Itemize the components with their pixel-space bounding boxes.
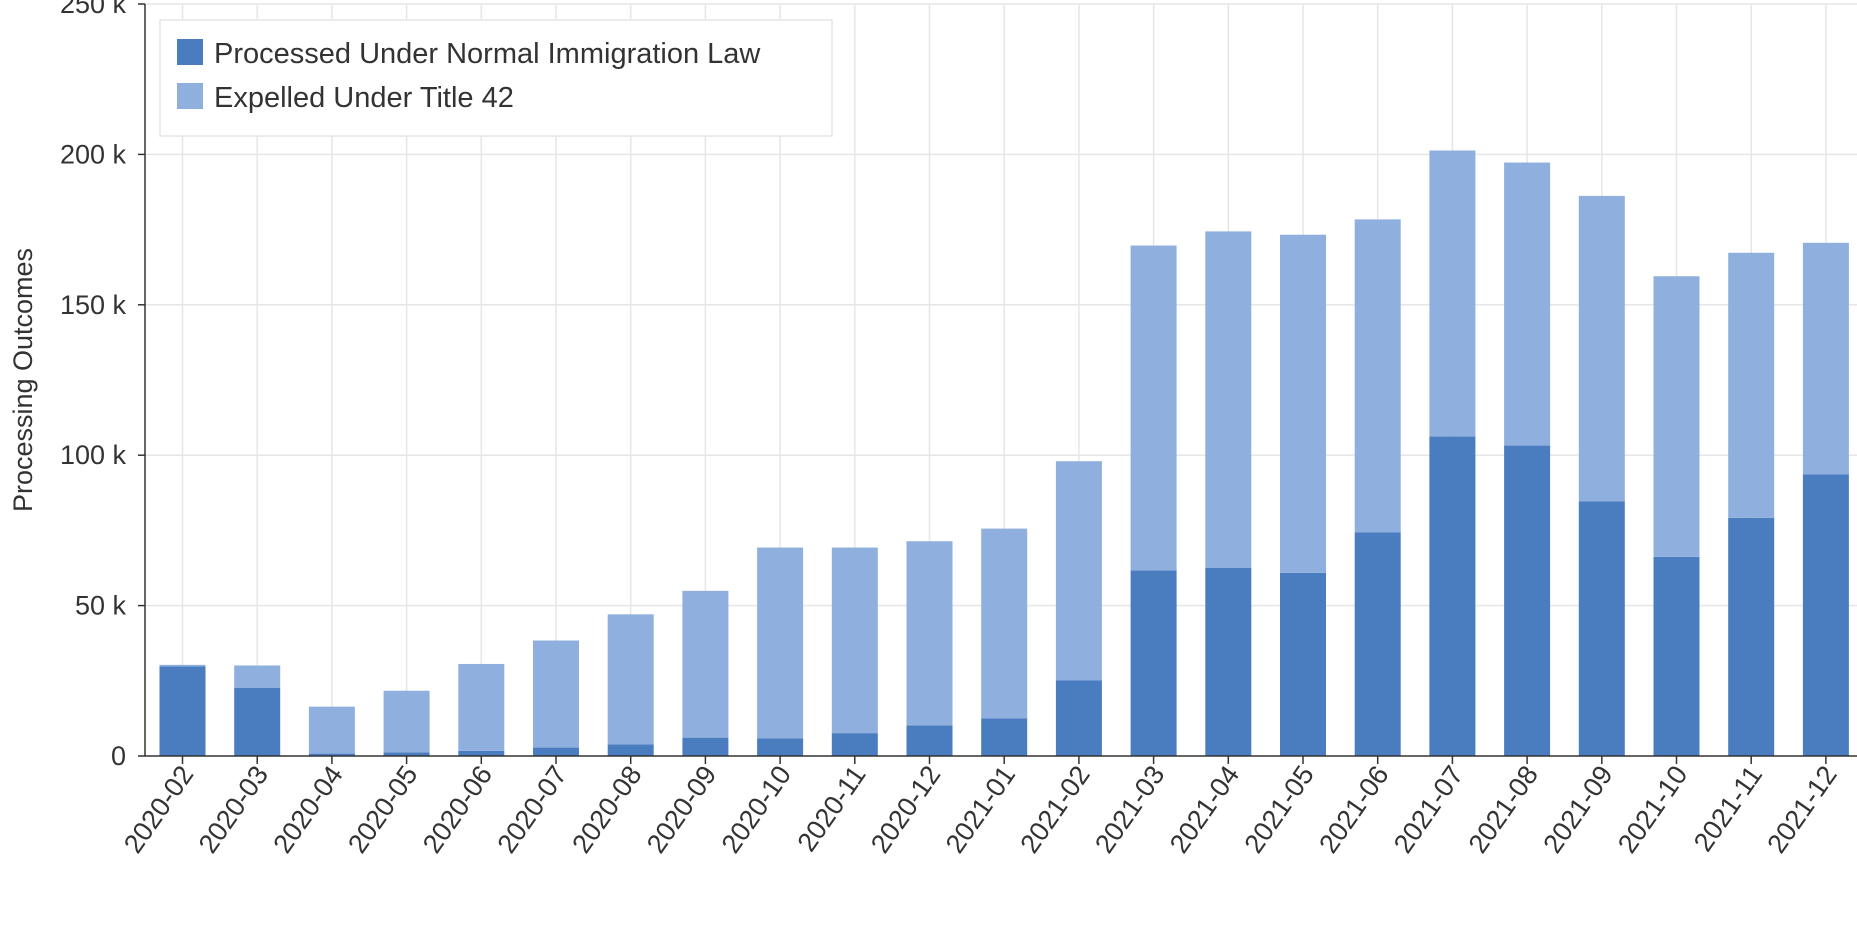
- legend-swatch-expelled: [177, 83, 203, 109]
- bar-processed: [234, 687, 281, 756]
- x-tick-label: 2020-02: [118, 760, 199, 858]
- x-tick-labels: 2020-022020-032020-042020-052020-062020-…: [118, 760, 1843, 858]
- x-tick-label: 2021-07: [1388, 760, 1469, 858]
- bar-processed: [1504, 445, 1551, 756]
- bar-processed: [458, 750, 505, 756]
- bar-expelled: [981, 528, 1028, 719]
- bar-processed: [906, 725, 953, 756]
- bar-expelled: [682, 590, 729, 738]
- bar-expelled: [1802, 242, 1849, 475]
- bars: [159, 150, 1849, 756]
- bar-expelled: [533, 640, 579, 748]
- x-tick-label: 2021-01: [940, 760, 1021, 858]
- bar-processed: [1653, 556, 1700, 756]
- x-tick-label: 2020-09: [641, 760, 722, 858]
- bar-expelled: [757, 547, 804, 739]
- bar-processed: [1280, 572, 1326, 756]
- bar-expelled: [1205, 231, 1252, 569]
- bar-expelled: [383, 690, 430, 753]
- y-tick-label: 50 k: [75, 591, 127, 621]
- x-tick-label: 2021-08: [1463, 760, 1544, 858]
- bar-expelled: [1280, 234, 1326, 573]
- bar-expelled: [831, 547, 878, 734]
- x-tick-label: 2021-06: [1313, 760, 1394, 858]
- x-tick-label: 2021-10: [1612, 760, 1693, 858]
- bar-processed: [682, 737, 729, 756]
- bar-processed: [757, 738, 804, 756]
- bar-expelled: [458, 663, 505, 751]
- x-tick-label: 2020-03: [193, 760, 274, 858]
- bar-processed: [1354, 532, 1401, 756]
- bar-expelled: [1429, 150, 1476, 437]
- x-tick-label: 2021-04: [1164, 760, 1245, 858]
- y-axis-title: Processing Outcomes: [8, 248, 38, 512]
- legend-box: [159, 19, 833, 137]
- bar-processed: [383, 752, 430, 756]
- bar-processed: [607, 744, 654, 756]
- bar-expelled: [159, 664, 206, 667]
- y-tick-label: 150 k: [60, 290, 127, 320]
- bar-processed: [1578, 501, 1625, 756]
- x-tick-label: 2021-09: [1537, 760, 1618, 858]
- y-tick-label: 0: [111, 741, 126, 771]
- x-tick-label: 2020-12: [865, 760, 946, 858]
- x-tick-label: 2020-06: [417, 760, 498, 858]
- legend-label-processed: Processed Under Normal Immigration Law: [214, 38, 761, 70]
- legend-label-expelled: Expelled Under Title 42: [214, 82, 514, 114]
- bar-processed: [159, 666, 206, 756]
- bar-expelled: [1578, 195, 1625, 502]
- bar-processed: [1429, 436, 1476, 756]
- legend-swatch-processed: [177, 39, 203, 65]
- y-tick-labels: 0 50 k 100 k 150 k 200 k 250 k: [60, 0, 127, 771]
- x-tick-label: 2021-05: [1239, 760, 1320, 858]
- bar-processed: [831, 733, 878, 756]
- x-tick-label: 2021-02: [1014, 760, 1095, 858]
- x-tick-label: 2020-08: [566, 760, 647, 858]
- x-tick-label: 2020-10: [716, 760, 797, 858]
- bar-processed: [1055, 680, 1102, 756]
- bar-processed: [1130, 570, 1177, 756]
- bar-expelled: [607, 614, 654, 745]
- x-tick-label: 2021-11: [1688, 760, 1768, 857]
- bar-processed: [1205, 568, 1252, 756]
- bar-expelled: [1728, 252, 1775, 518]
- x-tick-label: 2020-11: [791, 760, 871, 857]
- bar-expelled: [1354, 219, 1401, 533]
- y-tick-label: 200 k: [60, 139, 127, 169]
- bar-processed: [308, 753, 355, 756]
- bar-expelled: [1055, 461, 1102, 681]
- x-tick-label: 2021-12: [1761, 760, 1842, 858]
- y-tick-label: 250 k: [60, 0, 127, 19]
- bar-expelled: [1130, 245, 1177, 571]
- x-tick-label: 2020-05: [342, 760, 423, 858]
- bar-processed: [1728, 517, 1775, 756]
- x-tick-label: 2021-03: [1089, 760, 1170, 858]
- axes: [138, 3, 1857, 764]
- bar-processed: [533, 747, 579, 756]
- bar-processed: [981, 718, 1028, 756]
- x-tick-label: 2020-07: [492, 760, 573, 858]
- bar-expelled: [906, 541, 953, 726]
- bar-expelled: [1504, 162, 1551, 446]
- legend: Processed Under Normal Immigration Law E…: [159, 19, 833, 137]
- bar-expelled: [234, 665, 281, 688]
- bar-processed: [1802, 474, 1849, 756]
- x-tick-label: 2020-04: [267, 760, 348, 858]
- bar-expelled: [1653, 276, 1700, 557]
- y-tick-label: 100 k: [60, 440, 127, 470]
- bar-expelled: [308, 706, 355, 754]
